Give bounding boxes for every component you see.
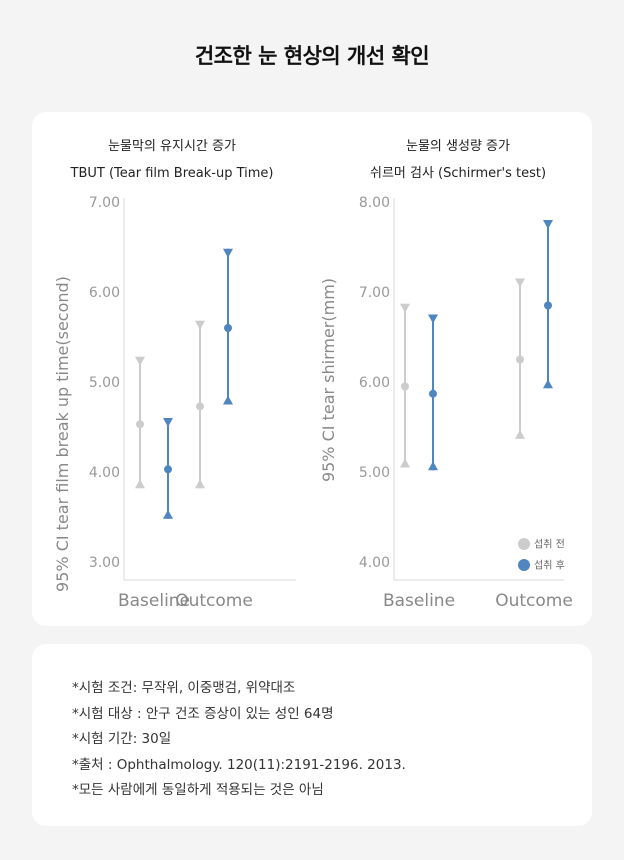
note-source: *출처 : Ophthalmology. 120(11):2191-2196. … bbox=[72, 756, 406, 773]
note-disclaimer: *모든 사람에게 동일하게 적용되는 것은 아님 bbox=[72, 782, 324, 798]
chart2-before-baseline-mean-point bbox=[401, 382, 409, 391]
chart2-y-tick-label: 6.00 bbox=[359, 375, 390, 391]
chart2-before-baseline-ci-low-marker bbox=[400, 458, 410, 468]
chart2-y-label: 95% CI tear shirmer(mm) bbox=[319, 278, 338, 482]
chart1-before-baseline-ci-low-marker bbox=[135, 479, 145, 489]
chart2-y-tick-label: 8.00 bbox=[359, 195, 390, 211]
notes-card: *시험 조건: 무작위, 이중맹검, 위약대조 *시험 대상 : 안구 건조 증… bbox=[32, 644, 592, 826]
notes-list: *시험 조건: 무작위, 이중맹검, 위약대조 *시험 대상 : 안구 건조 증… bbox=[72, 676, 406, 804]
chart1-y-tick-label: 3.00 bbox=[89, 555, 120, 571]
chart2-title: 눈물의 생성량 증가 bbox=[406, 139, 510, 154]
chart2-after-outcome-ci-high-marker bbox=[543, 220, 553, 229]
chart1-before-outcome-ci-low-marker bbox=[195, 479, 205, 489]
chart1-x-category-label: Baseline bbox=[118, 591, 190, 611]
chart2-before-outcome-mean-point bbox=[516, 355, 524, 364]
chart2-before-outcome-ci-high-marker bbox=[515, 278, 525, 288]
chart-card: 눈물막의 유지시간 증가 TBUT (Tear film Break-up Tim… bbox=[32, 112, 592, 626]
chart2-y-tick-label: 7.00 bbox=[359, 285, 390, 301]
chart1-after-outcome-mean-point bbox=[224, 324, 232, 332]
chart1-before-outcome-ci-high-marker bbox=[195, 320, 205, 330]
note-duration: *시험 기간: 30일 bbox=[72, 731, 172, 747]
chart2-subtitle: 쉬르머 검사 (Schirmer's test) bbox=[370, 166, 546, 181]
chart1-x-category-label: Outcome bbox=[175, 591, 253, 611]
chart1-y-tick-label: 4.00 bbox=[89, 465, 120, 481]
legend-before-label: 섭취 전 bbox=[534, 539, 565, 551]
chart1-after-baseline-mean-point bbox=[164, 465, 172, 474]
chart1-before-baseline-mean-point bbox=[136, 420, 144, 429]
legend-after-label: 섭취 후 bbox=[534, 560, 565, 572]
note-conditions: *시험 조건: 무작위, 이중맹검, 위약대조 bbox=[72, 680, 296, 696]
page-title: 건조한 눈 현상의 개선 확인 bbox=[194, 44, 430, 68]
chart2-before-outcome-ci-low-marker bbox=[515, 429, 525, 439]
chart2-after-outcome-ci-low-marker bbox=[543, 379, 553, 389]
charts-svg: 눈물막의 유지시간 증가 TBUT (Tear film Break-up Tim… bbox=[53, 139, 573, 611]
chart1-y-tick-label: 6.00 bbox=[89, 285, 120, 301]
chart1-after-baseline-ci-low-marker bbox=[163, 509, 173, 519]
legend-before-swatch bbox=[518, 538, 530, 550]
chart2-after-baseline-ci-low-marker bbox=[428, 461, 438, 471]
note-subjects: *시험 대상 : 안구 건조 증상이 있는 성인 64명 bbox=[72, 705, 334, 722]
chart1-y-tick-label: 7.00 bbox=[89, 195, 120, 211]
chart1-before-outcome-mean-point bbox=[196, 402, 204, 411]
chart2-y-tick-label: 5.00 bbox=[359, 465, 390, 481]
chart2-after-baseline-mean-point bbox=[429, 389, 437, 398]
chart1-after-outcome-ci-high-marker bbox=[223, 248, 233, 258]
chart2-after-outcome-mean-point bbox=[544, 301, 552, 310]
chart2-before-baseline-ci-high-marker bbox=[400, 303, 410, 313]
chart1-subtitle: TBUT (Tear film Break-up Time) bbox=[70, 166, 274, 181]
chart1-before-baseline-ci-high-marker bbox=[135, 356, 145, 366]
chart1-after-baseline-ci-high-marker bbox=[163, 418, 173, 427]
chart1-y-tick-label: 5.00 bbox=[89, 375, 120, 391]
chart2-x-category-label: Baseline bbox=[383, 591, 455, 611]
chart1-after-outcome-ci-low-marker bbox=[223, 395, 233, 405]
chart1-y-label: 95% CI tear film break up time(second) bbox=[53, 276, 72, 592]
chart2-after-baseline-ci-high-marker bbox=[428, 314, 438, 324]
chart2-y-tick-label: 4.00 bbox=[359, 555, 390, 571]
chart1-title: 눈물막의 유지시간 증가 bbox=[108, 139, 236, 154]
legend-after-swatch bbox=[518, 559, 530, 571]
chart2-x-category-label: Outcome bbox=[495, 591, 573, 611]
